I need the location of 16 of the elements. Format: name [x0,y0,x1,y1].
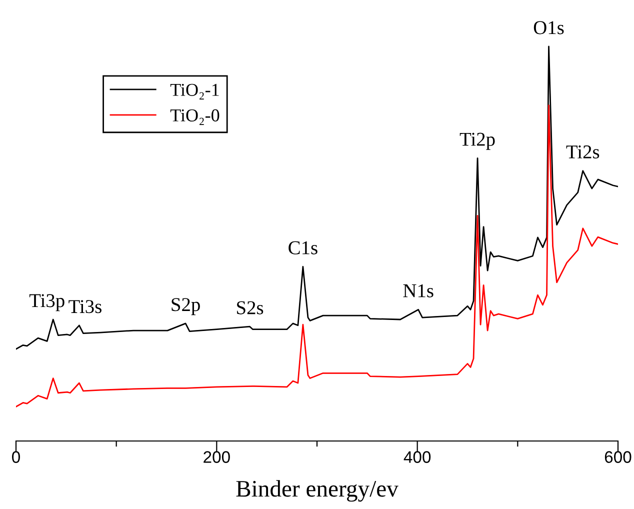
x-axis-title: Binder energy/ev [236,480,398,502]
x-tick-label: 400 [404,451,431,463]
x-tick-label: 200 [204,451,230,463]
x-tick-label: 600 [604,451,632,463]
annotation: C1s [288,241,318,254]
annotation: O1s [534,21,564,34]
annotation: S2p [172,298,200,316]
annotation: N1s [403,284,434,298]
legend-label: TiO₂-0 [170,109,220,125]
annotation: Ti3s [68,300,102,314]
x-tick-label: 0 [12,451,20,463]
annotation: Ti3p [29,294,64,312]
legend-label: TiO₂-1 [170,84,219,100]
annotation: S2s [237,301,264,314]
annotation: Ti2p [460,132,495,150]
annotation: Ti2s [566,145,600,158]
